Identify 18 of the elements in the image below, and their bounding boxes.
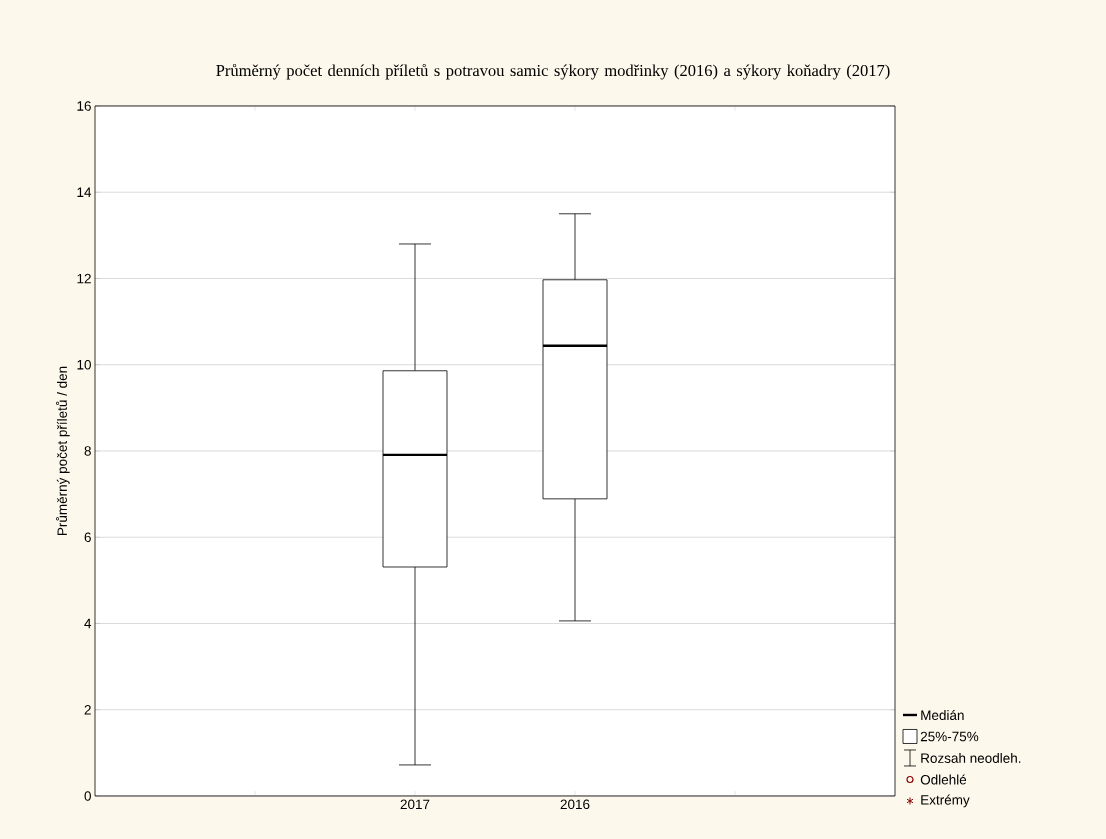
y-tick-label: 2: [84, 705, 91, 715]
text: Rozsah neodleh.: [921, 753, 1021, 763]
text: 25%-75%: [920, 731, 979, 742]
text: Extrémy: [921, 794, 970, 808]
text: Odlehlé: [920, 774, 967, 785]
y-tick-label: 6: [84, 532, 91, 543]
y-tick-label: 10: [77, 359, 91, 370]
y-tick-label: 0: [84, 791, 91, 801]
y-tick-label: 16: [77, 101, 91, 111]
chart-title: Průměrný počet denních příletů s potravou samic sýkory modřinky (2016) a sýkory koňadry (2017): [216, 63, 890, 80]
y-tick-label: 8: [84, 446, 91, 456]
y-tick-label: 12: [77, 273, 91, 284]
y-tick-label: 14: [77, 187, 92, 197]
x-tick-label: 2017: [400, 799, 430, 810]
y-axis-title: Průměrný počet příletů / den: [55, 366, 70, 536]
y-tick-label: 4: [84, 618, 92, 629]
x-tick-label: 2016: [560, 799, 590, 810]
text: Medián: [921, 709, 964, 721]
